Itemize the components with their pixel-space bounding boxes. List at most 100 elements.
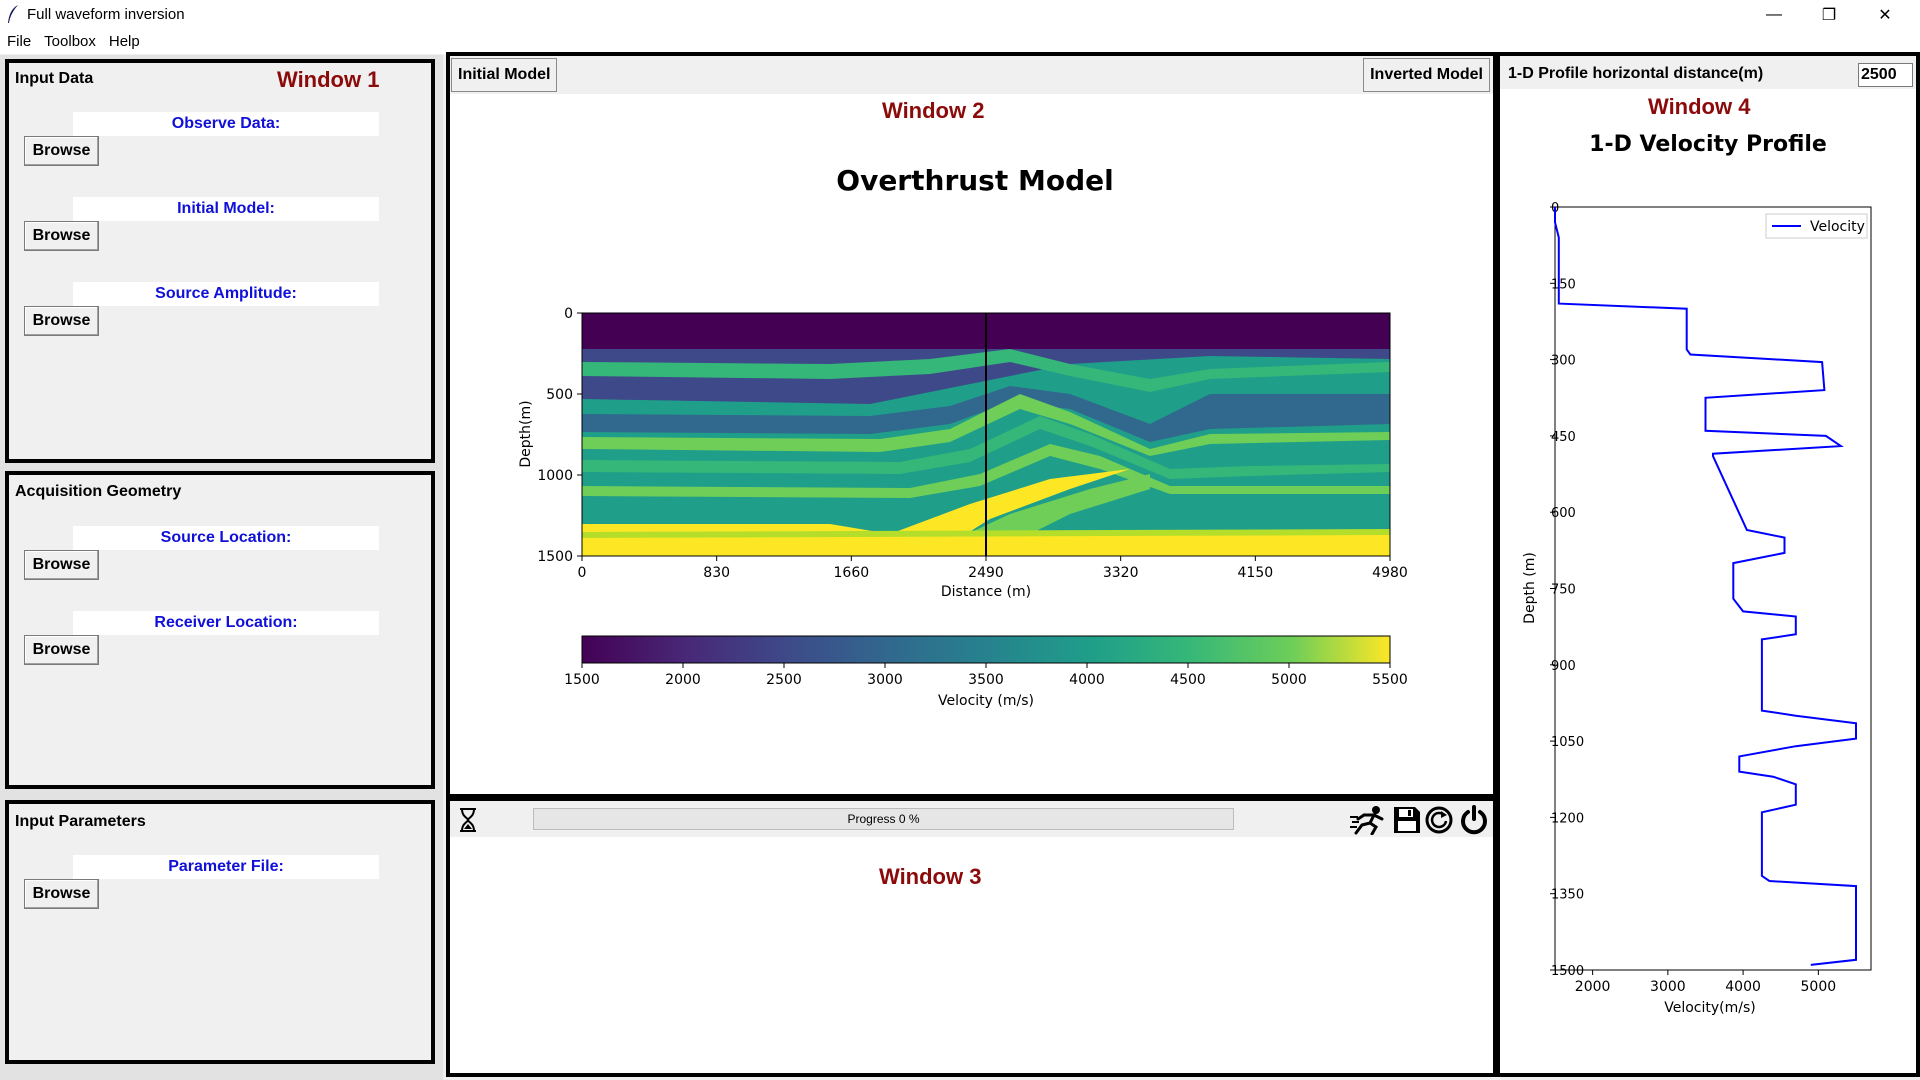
profile-x-tick-label: 3000	[1650, 979, 1686, 995]
heatmap-x-label: Distance (m)	[941, 584, 1031, 600]
window3-label: Window 3	[879, 864, 982, 889]
velocity-heatmap	[582, 313, 1390, 556]
profile-y-tick-label: 1200	[1551, 811, 1584, 826]
profile-y-tick-label: 150	[1551, 277, 1576, 292]
x-tick-label: 830	[703, 565, 730, 581]
browse-parameter-file-button[interactable]: Browse	[24, 879, 99, 909]
profile-y-label: Depth (m)	[1522, 552, 1538, 624]
power-icon[interactable]	[1459, 805, 1489, 835]
window1-label: Window 1	[277, 67, 380, 92]
profile-legend: Velocity	[1765, 213, 1868, 239]
minimize-button[interactable]: —	[1766, 5, 1782, 23]
colorbar-tick-label: 5000	[1271, 672, 1307, 688]
browse-receiver-location-button[interactable]: Browse	[24, 635, 99, 665]
x-tick-label: 4150	[1238, 565, 1274, 581]
profile-x-tick-label: 2000	[1575, 979, 1611, 995]
profile-y-tick-label: 900	[1551, 659, 1576, 674]
colorbar-tick-label: 4500	[1170, 672, 1206, 688]
heatmap-y-label: Depth(m)	[518, 400, 534, 467]
chart-title: Overthrust Model	[836, 164, 1113, 197]
title-bar: Full waveform inversion — ❐ ✕	[0, 0, 1920, 29]
parameter-file-label: Parameter File:	[73, 855, 379, 879]
y-tick-label: 1000	[537, 468, 573, 484]
x-tick-label: 0	[578, 565, 587, 581]
source-amplitude-label: Source Amplitude:	[73, 282, 379, 306]
tab-initial-model[interactable]: Initial Model	[451, 58, 558, 92]
progress-bar: Progress 0 %	[533, 808, 1234, 830]
heatmap-y-ticks: 0 500 1000 1500	[537, 306, 582, 565]
colorbar-tick-label: 4000	[1069, 672, 1105, 688]
run-icon[interactable]	[1350, 805, 1386, 835]
source-location-label: Source Location:	[73, 526, 379, 550]
colorbar-tick-label: 2500	[766, 672, 802, 688]
feather-icon	[8, 5, 18, 23]
profile-y-tick-label: 450	[1551, 430, 1576, 445]
heatmap-x-ticks: 0 830 1660 2490 3320 4150 4980	[578, 556, 1408, 581]
browse-initial-model-button[interactable]: Browse	[24, 221, 99, 251]
y-tick-label: 0	[564, 306, 573, 322]
window2-tab-bar	[450, 56, 1493, 94]
menu-bar: File Toolbox Help	[0, 29, 1920, 54]
close-button[interactable]: ✕	[1878, 6, 1892, 24]
profile-y-tick-label: 750	[1551, 583, 1576, 598]
save-icon[interactable]	[1393, 806, 1421, 834]
acquisition-panel: Acquisition Geometry Source Location: Br…	[5, 471, 435, 789]
overthrust-model-chart: Overthrust Model 0 830 1660 2490 3320 4150 498…	[518, 164, 1408, 709]
menu-help[interactable]: Help	[108, 33, 140, 50]
profile-y-tick-label: 1050	[1551, 735, 1584, 750]
profile-x-label: Velocity(m/s)	[1664, 1000, 1756, 1016]
tab-inverted-model[interactable]: Inverted Model	[1363, 58, 1490, 92]
menu-file[interactable]: File	[7, 33, 32, 50]
colorbar	[581, 635, 1391, 664]
window4-header	[1500, 56, 1916, 89]
restore-button[interactable]: ❐	[1821, 6, 1837, 24]
profile-y-tick-label: 600	[1551, 506, 1576, 521]
profile-y-tick-label: 1500	[1551, 964, 1584, 979]
initial-model-label: Initial Model:	[73, 197, 379, 221]
profile-x-ticks: 2000 3000 4000 5000	[1575, 970, 1836, 995]
y-tick-label: 1500	[537, 549, 573, 565]
menu-toolbox[interactable]: Toolbox	[44, 33, 96, 50]
window4-label: Window 4	[1648, 94, 1751, 119]
observe-data-label: Observe Data:	[73, 112, 379, 136]
window-title: Full waveform inversion	[27, 6, 185, 23]
colorbar-label: Velocity (m/s)	[938, 693, 1034, 709]
colorbar-tick-label: 1500	[564, 672, 600, 688]
profile-chart-title: 1-D Velocity Profile	[1589, 132, 1827, 157]
browse-source-amplitude-button[interactable]: Browse	[24, 306, 99, 336]
browse-observe-data-button[interactable]: Browse	[24, 136, 99, 166]
profile-x-tick-label: 5000	[1801, 979, 1837, 995]
hourglass-icon[interactable]	[458, 807, 478, 833]
colorbar-tick-label: 5500	[1372, 672, 1408, 688]
window2-panel: Initial Model Inverted Model Window 2 Ov…	[446, 52, 1497, 798]
x-tick-label: 3320	[1103, 565, 1139, 581]
profile-y-tick-label: 1350	[1551, 888, 1584, 903]
x-tick-label: 2490	[968, 565, 1004, 581]
legend-velocity-label: Velocity	[1810, 219, 1865, 235]
window3-panel: Progress 0 % Window 3	[446, 797, 1497, 1077]
colorbar-tick-label: 3500	[968, 672, 1004, 688]
colorbar-ticks: 1500 2000 2500 3000 3500 4000 4500 5000 5500	[564, 663, 1408, 688]
browse-source-location-button[interactable]: Browse	[24, 550, 99, 580]
parameters-title: Input Parameters	[15, 813, 146, 830]
profile-plot-area	[1554, 206, 1872, 971]
colorbar-tick-label: 3000	[867, 672, 903, 688]
profile-distance-label: 1-D Profile horizontal distance(m)	[1508, 65, 1764, 82]
profile-x-tick-label: 4000	[1725, 979, 1761, 995]
velocity-profile-chart: 1-D Velocity Profile 0150300450600750900…	[1522, 132, 1872, 1016]
input-data-panel: Input Data Window 1 Observe Data: Browse…	[5, 59, 435, 463]
profile-distance-input[interactable]	[1858, 63, 1913, 87]
reset-icon[interactable]	[1425, 806, 1453, 834]
profile-y-tick-label: 300	[1551, 354, 1576, 369]
parameters-panel: Input Parameters Parameter File: Browse	[5, 800, 435, 1064]
x-tick-label: 1660	[834, 565, 870, 581]
receiver-location-label: Receiver Location:	[73, 611, 379, 635]
x-tick-label: 4980	[1372, 565, 1408, 581]
y-tick-label: 500	[546, 387, 573, 403]
velocity-line	[1554, 207, 1857, 966]
window4-panel: 1-D Profile horizontal distance(m) Windo…	[1496, 52, 1920, 1077]
colorbar-tick-label: 2000	[665, 672, 701, 688]
acquisition-title: Acquisition Geometry	[15, 483, 182, 500]
window2-label: Window 2	[882, 98, 985, 123]
